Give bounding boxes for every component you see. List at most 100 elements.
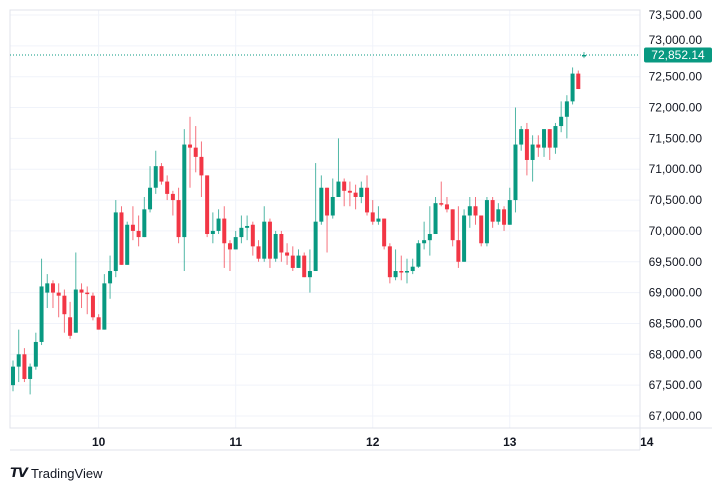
candle bbox=[353, 184, 358, 210]
y-tick-label: 72,000.00 bbox=[649, 101, 703, 115]
candle-body bbox=[273, 234, 278, 259]
candle bbox=[387, 243, 392, 284]
candle bbox=[490, 196, 495, 228]
candle-body bbox=[553, 126, 558, 148]
candle-body bbox=[119, 212, 124, 265]
candle-body bbox=[387, 246, 392, 278]
candle bbox=[530, 135, 535, 182]
candle bbox=[319, 175, 324, 225]
candle-body bbox=[542, 129, 547, 148]
plot-border bbox=[9, 9, 641, 429]
candle-body bbox=[125, 224, 130, 265]
candle-body bbox=[433, 203, 438, 235]
candle-body bbox=[159, 166, 164, 182]
candle-body bbox=[11, 366, 15, 386]
candle-body bbox=[473, 206, 478, 216]
candle bbox=[170, 190, 175, 216]
candle-body bbox=[56, 292, 61, 296]
x-tick-label: 13 bbox=[503, 435, 517, 449]
time-axis[interactable]: 10 11 12 13 14 bbox=[92, 435, 654, 449]
candle-body bbox=[250, 224, 255, 247]
candle-body bbox=[576, 73, 581, 90]
candle bbox=[62, 289, 67, 333]
candle-body bbox=[216, 218, 221, 231]
candle-body bbox=[222, 218, 227, 244]
last-price-label: 72,852.14 bbox=[644, 47, 712, 63]
candle bbox=[267, 218, 272, 268]
candle bbox=[462, 209, 467, 262]
candle bbox=[376, 206, 381, 225]
candle bbox=[79, 283, 84, 309]
logo-text: TradingView bbox=[30, 465, 103, 481]
candle bbox=[559, 101, 564, 133]
candle bbox=[56, 283, 61, 318]
candle-body bbox=[262, 221, 267, 259]
candle-body bbox=[85, 292, 90, 295]
candle bbox=[256, 240, 261, 262]
candle-body bbox=[130, 224, 135, 231]
candle-body bbox=[496, 209, 501, 222]
candle-body bbox=[559, 116, 564, 127]
candle bbox=[365, 175, 370, 216]
candle bbox=[325, 187, 330, 253]
candle bbox=[176, 187, 181, 244]
candle bbox=[542, 129, 547, 157]
candle-body bbox=[393, 271, 398, 278]
y-tick-label: 67,000.00 bbox=[649, 409, 703, 423]
candle bbox=[342, 178, 347, 207]
candle bbox=[519, 126, 524, 151]
candle-body bbox=[347, 190, 352, 193]
candle bbox=[473, 196, 478, 225]
candle bbox=[130, 206, 135, 241]
candle-body bbox=[285, 252, 290, 256]
y-tick-label: 72,500.00 bbox=[649, 70, 703, 84]
candle-body bbox=[39, 286, 44, 342]
candle-body bbox=[33, 341, 38, 367]
candle bbox=[159, 163, 164, 185]
candle-body bbox=[336, 181, 341, 197]
candle bbox=[285, 243, 290, 265]
candle bbox=[210, 212, 215, 244]
candle bbox=[165, 175, 170, 201]
candle bbox=[393, 249, 398, 281]
candle bbox=[302, 252, 307, 278]
x-tick-label: 11 bbox=[229, 435, 242, 449]
candle-body bbox=[79, 289, 84, 293]
candle bbox=[262, 206, 267, 262]
candle-body bbox=[45, 283, 50, 293]
candle bbox=[22, 348, 27, 383]
candle bbox=[16, 329, 21, 383]
candle bbox=[68, 301, 73, 339]
candle bbox=[125, 221, 130, 265]
y-tick-label: 71,500.00 bbox=[649, 131, 703, 145]
candle-body bbox=[307, 271, 312, 278]
candle bbox=[182, 129, 187, 272]
candle-body bbox=[73, 289, 78, 333]
candle bbox=[370, 200, 375, 225]
candle-body bbox=[536, 144, 541, 148]
candle bbox=[33, 332, 38, 370]
candle bbox=[90, 292, 95, 321]
candle bbox=[148, 166, 153, 213]
candle-body bbox=[290, 255, 295, 268]
candle bbox=[359, 181, 364, 204]
candle-body bbox=[50, 283, 55, 293]
candle-body bbox=[427, 234, 432, 241]
price-axis[interactable]: 67,000.00 67,500.00 68,000.00 68,500.00 69,0… bbox=[649, 8, 703, 423]
candle-body bbox=[376, 218, 381, 222]
candle-body bbox=[399, 271, 404, 273]
candle-body bbox=[199, 156, 204, 176]
candle bbox=[245, 215, 250, 241]
candle-body bbox=[279, 234, 284, 253]
candle-body bbox=[170, 193, 175, 201]
candle-body bbox=[16, 354, 21, 367]
candle bbox=[205, 175, 210, 238]
candle-body bbox=[439, 203, 444, 205]
candle-body bbox=[507, 200, 512, 225]
candle-body bbox=[233, 237, 238, 250]
tradingview-logo[interactable]: 𝙏𝙑 TradingView bbox=[10, 465, 102, 481]
candle-body bbox=[342, 181, 347, 191]
candles bbox=[11, 52, 586, 395]
candle bbox=[496, 203, 501, 225]
y-tick-label: 67,500.00 bbox=[649, 378, 703, 392]
